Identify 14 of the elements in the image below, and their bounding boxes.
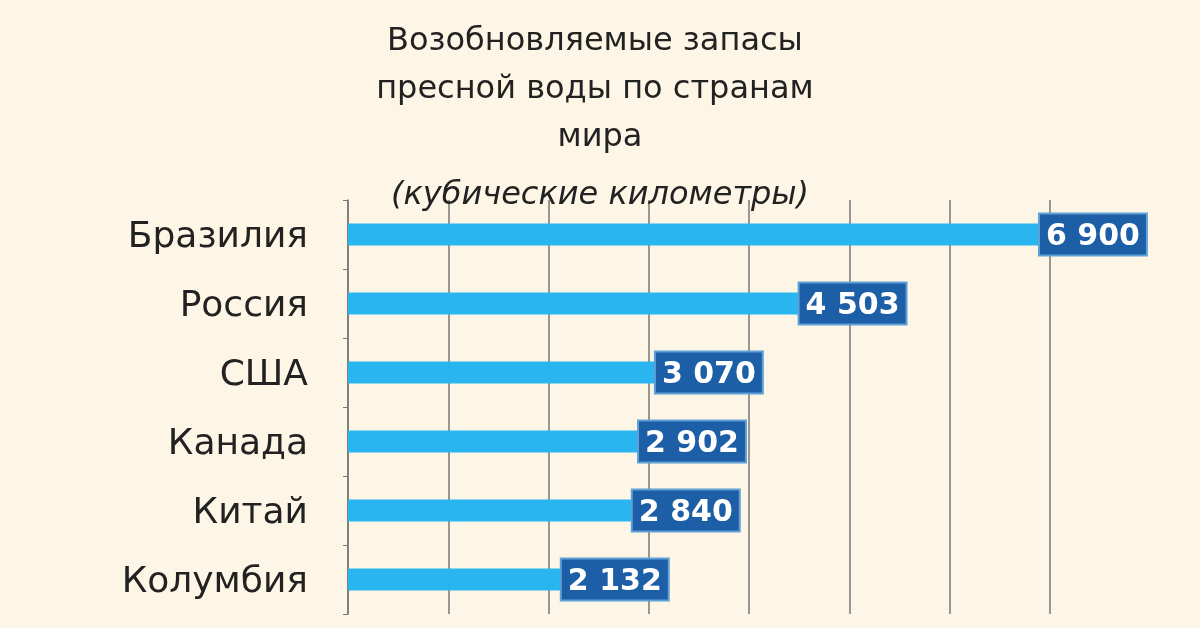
- y-tick-label: Бразилия: [127, 214, 308, 255]
- y-tick-label: США: [219, 352, 309, 393]
- data-label: 4 503: [805, 286, 900, 321]
- data-label: 2 132: [567, 562, 662, 597]
- chart-subtitle: (кубические километры): [390, 174, 810, 212]
- chart-title: Возобновляемые запасы пресной воды по странам мира: [376, 20, 824, 154]
- y-tick-label: Китай: [192, 490, 308, 531]
- y-tick-label: Колумбия: [121, 559, 308, 600]
- data-label: 6 900: [1045, 217, 1140, 252]
- data-label: 2 902: [645, 424, 739, 459]
- data-label: 2 840: [638, 493, 733, 528]
- y-tick-label: Канада: [167, 421, 308, 462]
- y-tick-label: Россия: [179, 283, 308, 324]
- data-label: 3 070: [661, 355, 756, 390]
